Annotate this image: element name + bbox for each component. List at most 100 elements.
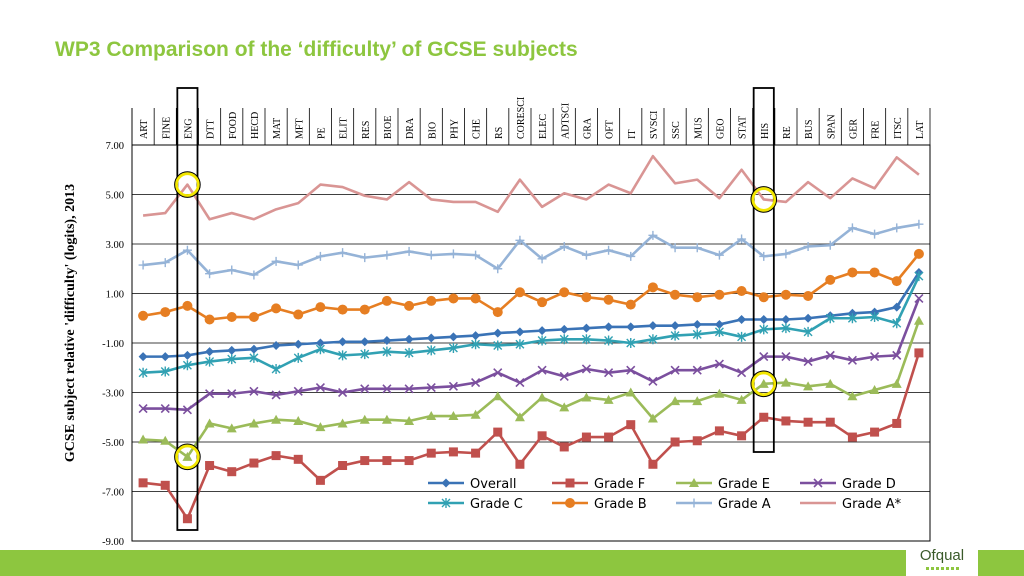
highlight-circle-outline (174, 171, 201, 198)
marker-grade-d (581, 364, 591, 374)
marker-grade-d (648, 376, 658, 386)
marker-grade-e (603, 394, 614, 404)
marker-overall (471, 331, 481, 341)
marker-grade-c (803, 326, 813, 337)
marker-grade-d (803, 356, 813, 367)
marker-grade-c (426, 345, 436, 356)
highlight-box-his (752, 87, 775, 453)
category-label-bioe: BIOE (383, 116, 394, 139)
marker-grade-c (404, 347, 414, 358)
marker-overall (271, 340, 281, 350)
marker-grade-f (471, 448, 481, 458)
marker-grade-a (714, 250, 724, 260)
marker-grade-e (780, 377, 791, 387)
category-label-pe: PE (316, 127, 327, 139)
category-label-hecd: HECD (250, 112, 261, 139)
legend-label-grade-f: Grade F (594, 477, 645, 492)
marker-grade-b (913, 248, 924, 259)
marker-grade-d (892, 350, 902, 360)
marker-grade-c (581, 334, 591, 345)
marker-grade-e (160, 435, 171, 445)
marker-grade-b (692, 292, 703, 303)
y-tick-label: -7.00 (102, 488, 124, 499)
marker-grade-b (603, 294, 614, 305)
marker-legend-overall (441, 478, 451, 488)
y-tick-label: 7.00 (106, 141, 124, 152)
slide-title: WP3 Comparison of the ‘difficulty’ of GC… (55, 38, 578, 61)
marker-grade-c (670, 330, 680, 341)
marker-grade-a (160, 258, 170, 268)
marker-grade-e (647, 413, 658, 423)
marker-grade-c (249, 352, 259, 363)
marker-legend-grade-f (565, 478, 575, 488)
marker-grade-e (315, 422, 326, 432)
marker-grade-d (781, 352, 791, 362)
category-label-adtsci: ADTSCI (560, 103, 571, 139)
marker-grade-a (914, 219, 924, 229)
marker-grade-b (780, 289, 791, 300)
marker-grade-e (714, 388, 725, 398)
marker-grade-b (426, 295, 437, 306)
marker-grade-b (736, 286, 747, 297)
marker-grade-e (204, 418, 215, 428)
marker-grade-d (847, 355, 857, 365)
marker-grade-a (205, 269, 215, 279)
marker-grade-f (870, 427, 880, 437)
marker-overall (648, 321, 658, 331)
marker-grade-c (737, 331, 747, 342)
category-label-art: ART (139, 120, 150, 139)
legend-label-overall: Overall (470, 477, 516, 492)
marker-grade-b (226, 312, 237, 323)
marker-grade-e (470, 409, 481, 419)
marker-grade-a (404, 246, 414, 256)
category-label-re: RE (782, 126, 793, 139)
marker-grade-c (382, 346, 392, 357)
marker-grade-e (891, 378, 902, 388)
marker-grade-c (493, 340, 503, 351)
marker-grade-d (471, 378, 481, 388)
marker-grade-f (759, 412, 769, 422)
marker-grade-c (227, 354, 237, 365)
marker-grade-c (759, 324, 769, 335)
marker-grade-e (913, 315, 924, 325)
marker-grade-a (670, 243, 680, 253)
marker-grade-a (692, 243, 702, 253)
y-tick-label: 3.00 (106, 240, 124, 251)
marker-grade-f (138, 478, 148, 488)
marker-grade-a (382, 250, 392, 260)
category-label-stat: STAT (738, 116, 749, 139)
marker-grade-f (537, 431, 547, 441)
category-label-fre: FRE (871, 121, 882, 139)
marker-grade-d (315, 382, 325, 393)
marker-overall (227, 345, 237, 355)
marker-grade-e (448, 411, 459, 421)
marker-grade-b (625, 299, 636, 310)
marker-grade-f (448, 447, 458, 457)
marker-grade-f (692, 436, 702, 446)
category-label-bio: BIO (427, 122, 438, 139)
marker-overall (205, 347, 215, 357)
marker-overall (182, 350, 192, 360)
category-label-gra: GRA (582, 117, 593, 139)
marker-grade-f (293, 454, 303, 464)
marker-grade-a (360, 253, 370, 263)
marker-grade-c (271, 363, 281, 374)
y-tick-label: -9.00 (102, 537, 124, 548)
marker-grade-c (315, 344, 325, 355)
marker-grade-b (138, 310, 149, 321)
marker-overall (670, 321, 680, 331)
category-label-ssc: SSC (671, 121, 682, 139)
marker-legend-grade-b (565, 498, 575, 508)
marker-grade-b (448, 293, 459, 304)
marker-grade-e (559, 402, 570, 412)
marker-grade-e (426, 411, 437, 421)
marker-grade-e (248, 418, 259, 428)
category-label-it: IT (627, 130, 638, 139)
highlight-circle (174, 444, 200, 470)
marker-grade-b (182, 300, 193, 311)
category-label-elit: ELIT (339, 117, 350, 139)
marker-grade-d (692, 365, 702, 375)
marker-grade-a (271, 256, 281, 266)
marker-grade-d (138, 404, 148, 414)
marker-grade-e (271, 414, 282, 424)
